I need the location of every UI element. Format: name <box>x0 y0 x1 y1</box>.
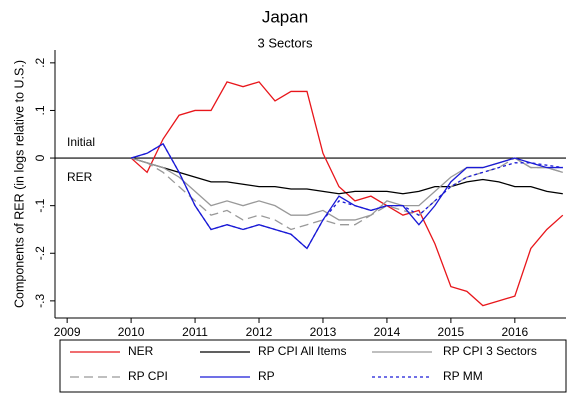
series-line <box>130 81 564 307</box>
legend-label: RP CPI 3 Sectors <box>443 344 537 358</box>
annotation: RER <box>67 170 93 184</box>
chart-subtitle: 3 Sectors <box>258 35 313 50</box>
chart-title: Japan <box>262 7 308 26</box>
x-tick-label: 2009 <box>54 325 81 339</box>
x-tick-label: 2015 <box>438 325 465 339</box>
x-tick-label: 2010 <box>118 325 145 339</box>
x-tick-label: 2014 <box>374 325 401 339</box>
y-tick-label: .1 <box>33 105 47 115</box>
x-tick-label: 2012 <box>246 325 273 339</box>
annotation: Initial <box>67 135 95 149</box>
legend-label: RP <box>258 369 275 383</box>
y-tick-label: -.3 <box>33 294 47 308</box>
y-tick-label: .2 <box>33 58 47 68</box>
legend-box <box>59 339 567 393</box>
legend-label: RP MM <box>443 369 483 383</box>
legend-label: NER <box>128 344 154 358</box>
y-axis-title: Components of RER (in logs relative to U… <box>12 60 26 308</box>
x-tick-label: 2013 <box>310 325 337 339</box>
series-line <box>130 157 563 231</box>
legend-label: RP CPI All Items <box>258 344 346 358</box>
y-tick-label: 0 <box>33 154 47 161</box>
series-line <box>130 142 563 250</box>
y-tick-label: -.2 <box>33 246 47 260</box>
series-line <box>130 142 563 250</box>
x-tick-label: 2011 <box>182 325 208 339</box>
y-tick-label: -.1 <box>33 198 47 212</box>
series-line <box>130 157 563 195</box>
x-tick-label: 2016 <box>501 325 528 339</box>
legend-label: RP CPI <box>128 369 168 383</box>
